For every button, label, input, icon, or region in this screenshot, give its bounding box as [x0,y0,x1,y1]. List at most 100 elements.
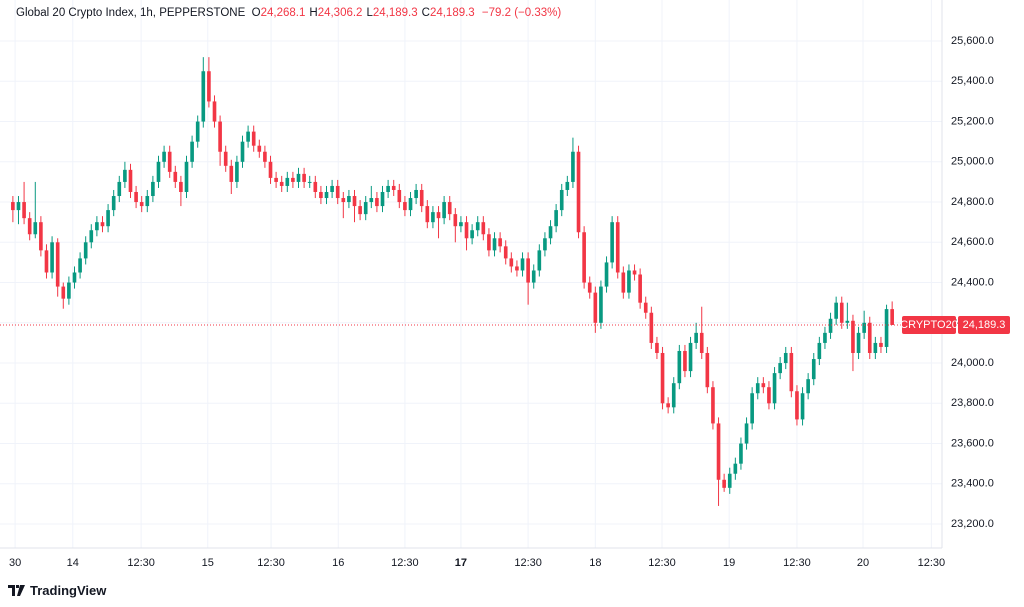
candle-body [515,266,519,271]
candle-body [856,332,861,353]
candle-body [257,145,262,152]
candle-body [683,350,687,372]
candle-body [531,270,536,283]
candle-body [873,342,878,353]
last-price-label: 24,189.3 [963,319,1006,331]
x-tick-label: 20 [857,557,869,569]
candle-body [285,177,290,186]
x-tick-label: 19 [723,557,735,569]
candle-body [307,181,312,183]
candle-body [599,286,603,323]
ohlc-letter: H [309,7,318,19]
candle-body [414,189,418,199]
candle-body [604,262,609,287]
ohlc-letter: O [251,7,261,19]
candle-body [862,322,866,333]
candle-body [302,173,306,182]
candle-body [386,185,390,192]
candle-body [761,383,766,388]
candle-body [789,352,794,392]
candle-body [436,212,441,219]
candle-body [190,141,194,162]
candle-body [369,198,374,203]
candle-body [184,161,189,192]
candle-body [879,342,883,347]
candle-body [503,246,508,259]
candle-body [587,282,592,293]
candle-body [117,181,122,197]
candle-body [834,302,838,319]
candle-body [291,177,295,182]
candle-body [268,161,273,178]
candle-body [442,202,446,219]
candle-body [655,342,659,353]
x-tick-label: 17 [455,557,467,569]
candle-body [554,210,558,227]
candle-body [576,151,581,233]
candle-body [145,196,150,207]
candle-body [274,177,278,182]
candle-body [694,332,698,343]
candle-body [27,218,32,235]
candle-body [767,387,771,404]
candle-body [621,272,626,293]
candle-body [61,286,66,299]
candle-body [347,196,351,203]
candle-body [263,151,267,162]
candle-body [582,232,586,283]
y-tick-label: 23,400.0 [951,478,994,490]
candle-body [610,222,614,263]
candle-body [55,242,60,287]
candle-body [727,473,732,488]
candle-body [78,258,82,273]
candle-body [828,318,833,333]
x-tick-label: 15 [202,557,214,569]
candle-body [778,363,782,374]
change: −79.2 (−0.33%) [481,7,562,19]
candle-body [733,463,738,474]
candle-body [772,373,777,404]
candle-body [324,191,329,199]
last-price-box [958,315,1010,334]
candle-body [459,222,463,227]
candle-body [100,222,105,227]
candle-body [722,479,726,488]
candle-body [106,210,110,227]
ohlc-letter: L [366,7,373,19]
candle-body [666,403,670,408]
candle-body [173,171,178,182]
candle-body [16,202,21,211]
candle-body [509,258,514,267]
candle-body [615,222,620,273]
candle-body [128,169,133,192]
candle-body [711,387,715,424]
ohlc-value: 24,189.3 [429,7,475,19]
x-tick-label: 12:30 [391,557,419,569]
y-tick-label: 25,400.0 [951,75,994,87]
ohlc-value: 24,189.3 [372,7,418,19]
candle-body [867,322,872,353]
x-tick-label: 12:30 [257,557,285,569]
candle-body [44,250,49,273]
candle-body [419,189,424,207]
logo: TradingView [8,583,106,598]
ohlc-value: 24,306.2 [317,7,363,19]
candle-body [487,234,491,251]
candle-body [151,181,155,197]
candle-body [795,391,799,420]
candle-body [156,161,161,182]
candle-body [335,185,340,199]
candle-body [571,151,575,182]
candle-body [649,312,654,343]
ohlc-values: O24,268.1 H24,306.2 L24,189.3 C24,189.3 [252,7,479,19]
candle-body [884,309,889,347]
candle-body [638,274,642,303]
candle-body [279,181,284,186]
candle-body [660,352,665,404]
candle-body [526,258,530,283]
candle-body [800,393,805,420]
candle-body [352,196,357,207]
ohlc-letter: C [421,7,430,19]
